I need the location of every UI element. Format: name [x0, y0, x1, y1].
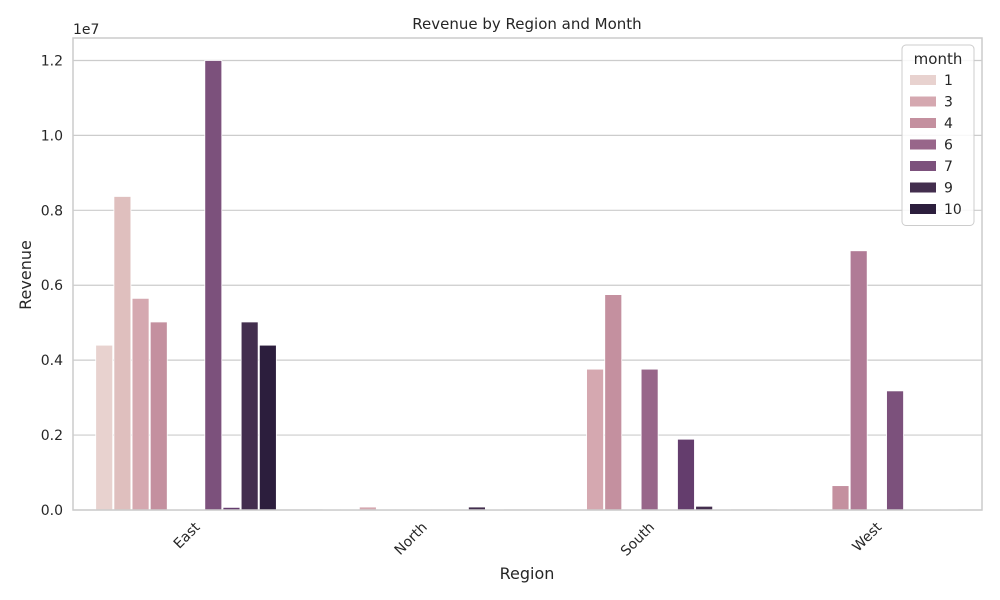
legend-label: 6 — [944, 138, 953, 154]
plot-frame — [72, 37, 983, 511]
bar-east-month-2 — [113, 196, 132, 511]
bar-east-month-9 — [240, 321, 259, 511]
x-tick-label: East — [171, 519, 204, 552]
legend-swatch — [910, 161, 936, 171]
legend-swatch — [910, 139, 936, 150]
legend-label: 1 — [944, 73, 953, 89]
x-tick-label: North — [392, 520, 431, 559]
y-tick-label: 0.0 — [41, 503, 63, 519]
legend-swatch — [910, 96, 936, 107]
x-tick-label: West — [850, 519, 886, 555]
y-tick-label: 1.2 — [41, 53, 63, 69]
legend-swatch — [910, 182, 936, 193]
chart-title: Revenue by Region and Month — [412, 15, 641, 33]
legend-swatch — [910, 204, 936, 214]
y-tick-label: 0.4 — [41, 353, 63, 369]
y-axis-label: Revenue — [16, 240, 35, 310]
y-tick-label: 0.8 — [41, 203, 63, 219]
bar-south-month-8 — [677, 438, 695, 511]
legend-swatch — [910, 118, 936, 128]
bar-west-month-7 — [886, 390, 904, 511]
y-tick-label: 1.0 — [41, 128, 63, 144]
legend-title: month — [914, 50, 963, 68]
bar-west-month-5 — [849, 250, 868, 511]
legend-label: 7 — [944, 159, 953, 175]
y-tick-label: 0.6 — [41, 278, 63, 294]
legend-label: 4 — [944, 116, 953, 132]
x-tick-label: South — [618, 520, 658, 560]
legend: month 1 3 4 6 7 9 10 — [901, 44, 975, 226]
x-axis-label: Region — [500, 564, 555, 583]
y-axis-scale-note: 1e7 — [73, 22, 99, 38]
bar-south-month-3 — [586, 368, 604, 511]
y-tick-label: 0.2 — [41, 428, 63, 444]
legend-box — [901, 44, 975, 226]
bar-south-month-4 — [604, 294, 623, 511]
legend-label: 3 — [944, 95, 953, 111]
legend-label: 9 — [944, 181, 953, 197]
legend-swatch — [910, 75, 936, 85]
bar-east-month-4 — [149, 321, 168, 511]
bar-west-month-4 — [831, 485, 850, 511]
bar-east-month-7 — [204, 60, 223, 511]
grid-lines — [73, 59, 982, 511]
bar-east-month-10 — [258, 344, 277, 511]
bar-east-month-1 — [95, 344, 114, 511]
bar-south-month-6 — [640, 368, 659, 511]
bar-east-month-3 — [131, 297, 150, 511]
legend-label: 10 — [944, 202, 962, 218]
y-axis-ticks: 0.0 0.2 0.4 0.6 0.8 1.0 1.2 — [41, 53, 63, 519]
x-axis-ticks: East North South West — [171, 519, 886, 559]
bars — [95, 60, 959, 511]
